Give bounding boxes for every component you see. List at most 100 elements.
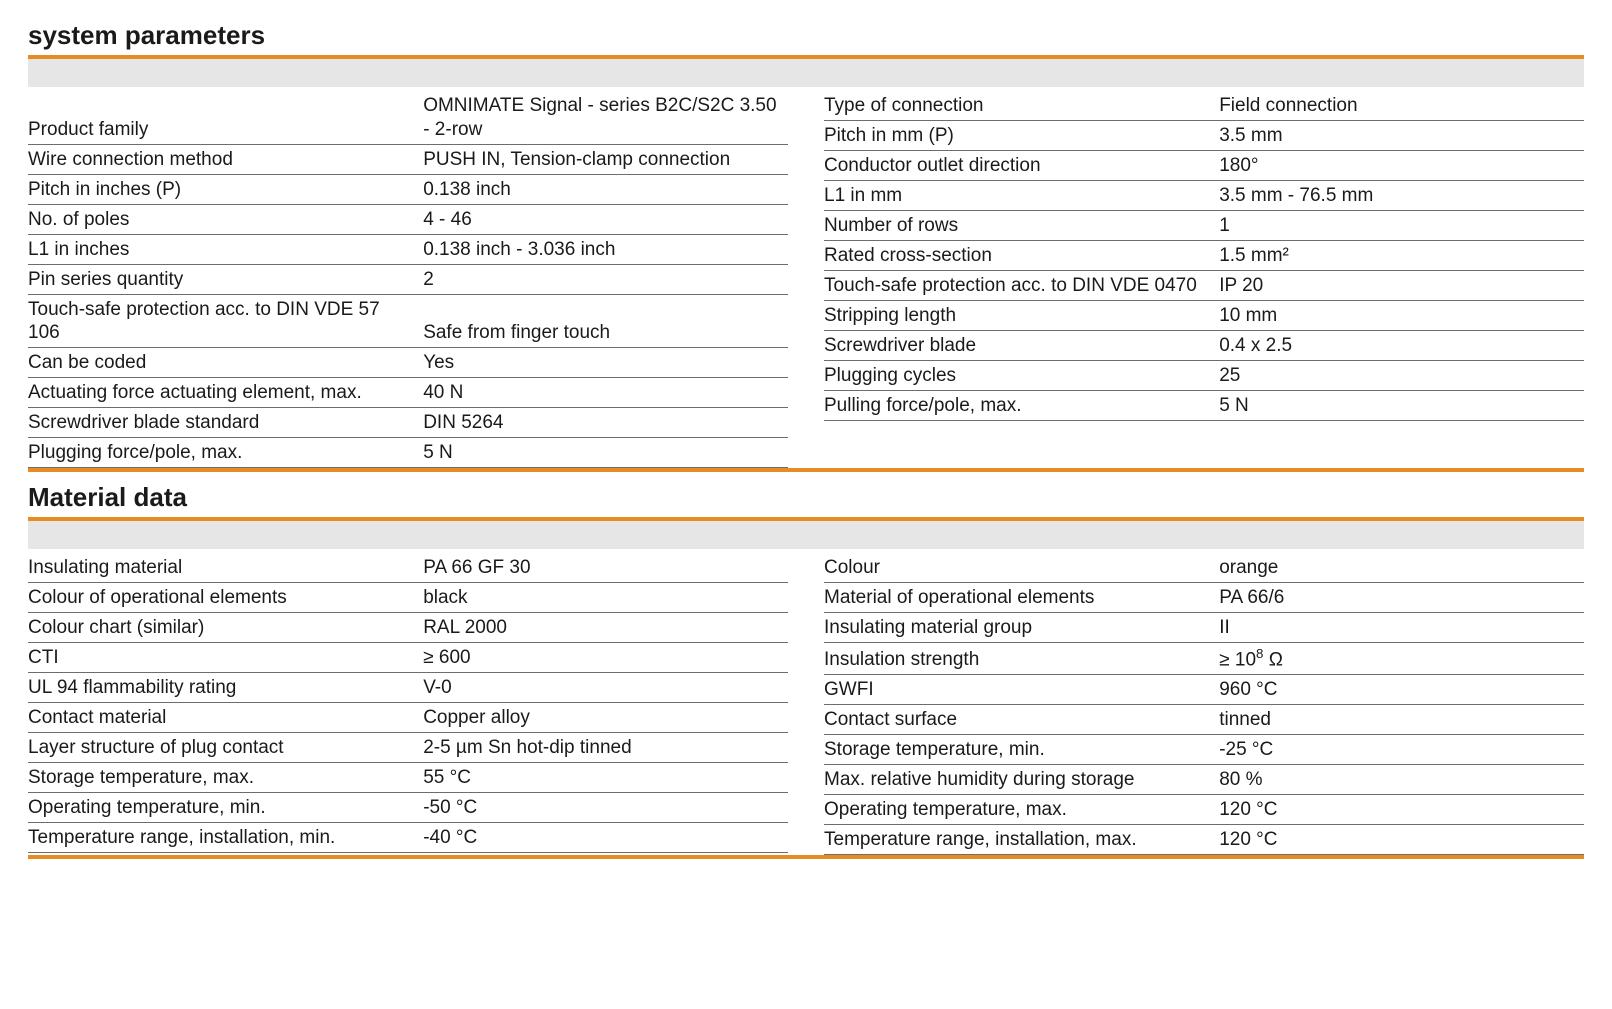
spec-label: UL 94 flammability rating — [28, 676, 423, 700]
spec-value: PA 66 GF 30 — [423, 556, 788, 580]
section-material-data: Material data Insulating materialPA 66 G… — [28, 482, 1584, 859]
spec-row: Colourorange — [824, 553, 1584, 583]
spec-label: Colour of operational elements — [28, 586, 423, 610]
spec-value: -40 °C — [423, 826, 788, 850]
spec-label: Can be coded — [28, 351, 423, 375]
spec-row: Number of rows1 — [824, 211, 1584, 241]
spec-label: Temperature range, installation, min. — [28, 826, 423, 850]
spec-row: Temperature range, installation, max.120… — [824, 825, 1584, 855]
spec-value: Field connection — [1219, 94, 1584, 118]
spec-value: black — [423, 586, 788, 610]
spec-row: Wire connection methodPUSH IN, Tension-c… — [28, 145, 788, 175]
grey-bar — [28, 521, 1584, 549]
spec-value: 0.4 x 2.5 — [1219, 334, 1584, 358]
spec-row: Rated cross-section1.5 mm² — [824, 241, 1584, 271]
spec-label: Operating temperature, min. — [28, 796, 423, 820]
spec-row: Touch-safe protection acc. to DIN VDE 57… — [28, 295, 788, 349]
spec-value: V-0 — [423, 676, 788, 700]
spec-label: Touch-safe protection acc. to DIN VDE 57… — [28, 298, 423, 346]
spec-value: 55 °C — [423, 766, 788, 790]
spec-value: 3.5 mm — [1219, 124, 1584, 148]
spec-label: Temperature range, installation, max. — [824, 828, 1219, 852]
spec-label: Screwdriver blade standard — [28, 411, 423, 435]
grey-bar — [28, 59, 1584, 87]
spec-label: L1 in mm — [824, 184, 1219, 208]
left-column: Insulating materialPA 66 GF 30Colour of … — [28, 553, 788, 855]
spec-label: Storage temperature, min. — [824, 738, 1219, 762]
spec-row: Screwdriver blade0.4 x 2.5 — [824, 331, 1584, 361]
spec-value: RAL 2000 — [423, 616, 788, 640]
spec-value: ≥ 600 — [423, 646, 788, 670]
spec-row: Insulating material groupII — [824, 613, 1584, 643]
spec-label: Contact surface — [824, 708, 1219, 732]
spec-value: 1.5 mm² — [1219, 244, 1584, 268]
spec-row: Screwdriver blade standardDIN 5264 — [28, 408, 788, 438]
two-column-layout: Product familyOMNIMATE Signal - series B… — [28, 91, 1584, 468]
spec-row: Material of operational elementsPA 66/6 — [824, 583, 1584, 613]
spec-row: Storage temperature, max.55 °C — [28, 763, 788, 793]
spec-label: Wire connection method — [28, 148, 423, 172]
spec-value: DIN 5264 — [423, 411, 788, 435]
spec-value: Safe from finger touch — [423, 321, 788, 345]
spec-row: Touch-safe protection acc. to DIN VDE 04… — [824, 271, 1584, 301]
spec-label: Contact material — [28, 706, 423, 730]
right-column: ColourorangeMaterial of operational elem… — [824, 553, 1584, 855]
spec-label: Max. relative humidity during storage — [824, 768, 1219, 792]
spec-value: 2 — [423, 268, 788, 292]
spec-label: Pin series quantity — [28, 268, 423, 292]
spec-label: Layer structure of plug contact — [28, 736, 423, 760]
spec-value: 25 — [1219, 364, 1584, 388]
spec-value: PA 66/6 — [1219, 586, 1584, 610]
section-title: system parameters — [28, 20, 1584, 51]
spec-row: CTI≥ 600 — [28, 643, 788, 673]
spec-value: -25 °C — [1219, 738, 1584, 762]
section-system-parameters: system parameters Product familyOMNIMATE… — [28, 20, 1584, 472]
spec-label: Product family — [28, 118, 423, 142]
spec-label: Storage temperature, max. — [28, 766, 423, 790]
spec-value: 80 % — [1219, 768, 1584, 792]
spec-value: 0.138 inch - 3.036 inch — [423, 238, 788, 262]
spec-label: Pitch in mm (P) — [824, 124, 1219, 148]
spec-label: Plugging force/pole, max. — [28, 441, 423, 465]
spec-row: Max. relative humidity during storage80 … — [824, 765, 1584, 795]
spec-label: L1 in inches — [28, 238, 423, 262]
spec-row: L1 in inches0.138 inch - 3.036 inch — [28, 235, 788, 265]
spec-label: Touch-safe protection acc. to DIN VDE 04… — [824, 274, 1219, 298]
spec-row: Contact surfacetinned — [824, 705, 1584, 735]
spec-label: Rated cross-section — [824, 244, 1219, 268]
spec-row: Storage temperature, min.-25 °C — [824, 735, 1584, 765]
spec-row: Insulation strength≥ 108 Ω — [824, 643, 1584, 675]
spec-value: IP 20 — [1219, 274, 1584, 298]
spec-value: -50 °C — [423, 796, 788, 820]
spec-label: Number of rows — [824, 214, 1219, 238]
spec-value: 2-5 µm Sn hot-dip tinned — [423, 736, 788, 760]
spec-value: 960 °C — [1219, 678, 1584, 702]
spec-row: Operating temperature, min.-50 °C — [28, 793, 788, 823]
spec-value: PUSH IN, Tension-clamp connection — [423, 148, 788, 172]
spec-row: Pulling force/pole, max.5 N — [824, 391, 1584, 421]
spec-row: Contact materialCopper alloy — [28, 703, 788, 733]
spec-row: Pitch in inches (P)0.138 inch — [28, 175, 788, 205]
spec-label: Conductor outlet direction — [824, 154, 1219, 178]
spec-value: Copper alloy — [423, 706, 788, 730]
spec-label: Pulling force/pole, max. — [824, 394, 1219, 418]
spec-label: GWFI — [824, 678, 1219, 702]
spec-label: Type of connection — [824, 94, 1219, 118]
spec-value: 3.5 mm - 76.5 mm — [1219, 184, 1584, 208]
right-column: Type of connectionField connectionPitch … — [824, 91, 1584, 468]
left-column: Product familyOMNIMATE Signal - series B… — [28, 91, 788, 468]
spec-row: Temperature range, installation, min.-40… — [28, 823, 788, 853]
spec-row: Colour chart (similar)RAL 2000 — [28, 613, 788, 643]
spec-row: Colour of operational elementsblack — [28, 583, 788, 613]
spec-value: tinned — [1219, 708, 1584, 732]
spec-value: OMNIMATE Signal - series B2C/S2C 3.50 - … — [423, 94, 788, 142]
spec-label: CTI — [28, 646, 423, 670]
spec-value: 5 N — [1219, 394, 1584, 418]
spec-row: Stripping length10 mm — [824, 301, 1584, 331]
spec-label: Screwdriver blade — [824, 334, 1219, 358]
spec-label: Actuating force actuating element, max. — [28, 381, 423, 405]
spec-row: GWFI960 °C — [824, 675, 1584, 705]
spec-label: Operating temperature, max. — [824, 798, 1219, 822]
spec-value: 120 °C — [1219, 798, 1584, 822]
spec-row: Plugging force/pole, max.5 N — [28, 438, 788, 468]
